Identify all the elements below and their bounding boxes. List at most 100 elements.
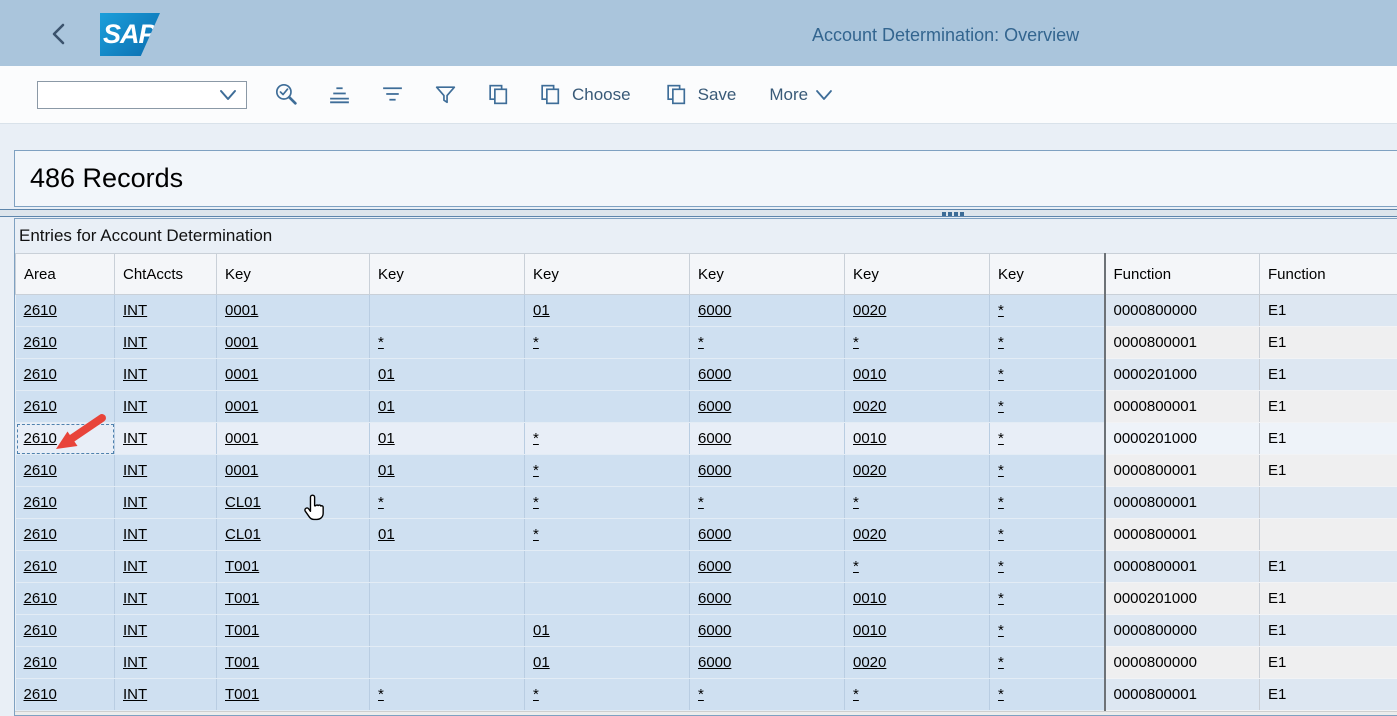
- key-cell[interactable]: 2610: [15, 614, 115, 647]
- key-cell[interactable]: 0001: [216, 454, 370, 487]
- key-cell[interactable]: 2610: [15, 646, 115, 679]
- key-cell[interactable]: 2610: [15, 518, 115, 551]
- cell-link[interactable]: 01: [378, 462, 395, 479]
- cell-link[interactable]: *: [533, 686, 539, 703]
- cell-link[interactable]: 01: [533, 302, 550, 319]
- cell-link[interactable]: 2610: [23, 366, 57, 383]
- key-cell[interactable]: [369, 294, 525, 327]
- key-cell[interactable]: *: [989, 326, 1105, 359]
- function-cell[interactable]: 0000201000: [1103, 582, 1260, 615]
- cell-link[interactable]: 2610: [23, 334, 57, 351]
- splitter-handle-icon[interactable]: [942, 212, 964, 216]
- key-cell[interactable]: *: [689, 678, 845, 711]
- function-cell[interactable]: 0000800001: [1103, 518, 1260, 551]
- key-cell[interactable]: INT: [114, 486, 217, 519]
- key-cell[interactable]: *: [989, 294, 1105, 327]
- function-cell[interactable]: E1: [1259, 678, 1397, 711]
- cell-link[interactable]: 2610: [23, 558, 57, 575]
- cell-link[interactable]: INT: [123, 558, 148, 575]
- function-cell[interactable]: [1259, 518, 1397, 551]
- key-cell[interactable]: [524, 390, 690, 423]
- key-cell[interactable]: T001: [216, 582, 370, 615]
- cell-link[interactable]: 2610: [23, 686, 57, 703]
- cell-link[interactable]: *: [998, 526, 1004, 543]
- cell-link[interactable]: 0020: [853, 302, 887, 319]
- key-cell[interactable]: *: [989, 614, 1105, 647]
- cell-link[interactable]: INT: [123, 654, 148, 671]
- key-cell[interactable]: *: [524, 486, 690, 519]
- key-cell[interactable]: 0001: [216, 422, 370, 455]
- cell-link[interactable]: *: [533, 526, 539, 543]
- column-header[interactable]: Function: [1103, 253, 1260, 295]
- cell-link[interactable]: 2610: [23, 590, 57, 607]
- key-cell[interactable]: *: [989, 582, 1105, 615]
- sort-descending-button[interactable]: [379, 82, 405, 108]
- cell-link[interactable]: 6000: [698, 526, 732, 543]
- key-cell[interactable]: 6000: [689, 614, 845, 647]
- key-cell[interactable]: *: [369, 678, 525, 711]
- key-cell[interactable]: 0010: [844, 422, 990, 455]
- cell-link[interactable]: 6000: [698, 302, 732, 319]
- key-cell[interactable]: *: [989, 486, 1105, 519]
- key-cell[interactable]: INT: [114, 550, 217, 583]
- cell-link[interactable]: *: [698, 494, 704, 511]
- cell-link[interactable]: INT: [123, 494, 148, 511]
- cell-link[interactable]: T001: [225, 622, 260, 639]
- cell-link[interactable]: 2610: [23, 398, 57, 415]
- key-cell[interactable]: *: [989, 550, 1105, 583]
- key-cell[interactable]: INT: [114, 678, 217, 711]
- cell-link[interactable]: 6000: [698, 622, 732, 639]
- key-cell[interactable]: INT: [114, 422, 217, 455]
- cell-link[interactable]: T001: [225, 654, 260, 671]
- column-header[interactable]: Key: [216, 253, 370, 295]
- cell-link[interactable]: 6000: [698, 654, 732, 671]
- key-cell[interactable]: 01: [524, 294, 690, 327]
- function-cell[interactable]: E1: [1259, 454, 1397, 487]
- key-cell[interactable]: 2610: [15, 294, 115, 327]
- key-cell[interactable]: 2610: [15, 486, 115, 519]
- cell-link[interactable]: 6000: [698, 398, 732, 415]
- cell-link[interactable]: 0010: [853, 622, 887, 639]
- cell-link[interactable]: 6000: [698, 590, 732, 607]
- cell-link[interactable]: *: [533, 334, 539, 351]
- key-cell[interactable]: [369, 646, 525, 679]
- key-cell[interactable]: CL01: [216, 486, 370, 519]
- cell-link[interactable]: 0001: [225, 398, 259, 415]
- command-combobox[interactable]: [37, 80, 247, 109]
- column-header[interactable]: Key: [989, 253, 1105, 295]
- key-cell[interactable]: T001: [216, 614, 370, 647]
- cell-link[interactable]: 01: [533, 622, 550, 639]
- key-cell[interactable]: [369, 582, 525, 615]
- key-cell[interactable]: [524, 358, 690, 391]
- cell-link[interactable]: *: [853, 334, 859, 351]
- key-cell[interactable]: [369, 614, 525, 647]
- filter-button[interactable]: [432, 82, 458, 108]
- key-cell[interactable]: INT: [114, 294, 217, 327]
- key-cell[interactable]: *: [524, 678, 690, 711]
- key-cell[interactable]: *: [844, 486, 990, 519]
- key-cell[interactable]: 01: [524, 614, 690, 647]
- cell-link[interactable]: 6000: [698, 462, 732, 479]
- key-cell[interactable]: *: [844, 550, 990, 583]
- cell-link[interactable]: *: [998, 398, 1004, 415]
- key-cell[interactable]: *: [524, 454, 690, 487]
- key-cell[interactable]: 0001: [216, 326, 370, 359]
- cell-link[interactable]: 2610: [23, 494, 57, 511]
- key-cell[interactable]: *: [844, 678, 990, 711]
- column-header[interactable]: Area: [15, 253, 115, 295]
- function-cell[interactable]: 0000800000: [1103, 646, 1260, 679]
- column-header[interactable]: Function: [1259, 253, 1397, 295]
- key-cell[interactable]: *: [989, 358, 1105, 391]
- key-cell[interactable]: *: [689, 486, 845, 519]
- cell-link[interactable]: *: [533, 494, 539, 511]
- key-cell[interactable]: 6000: [689, 646, 845, 679]
- cell-link[interactable]: *: [998, 366, 1004, 383]
- key-cell[interactable]: INT: [114, 518, 217, 551]
- function-cell[interactable]: 0000201000: [1103, 358, 1260, 391]
- key-cell[interactable]: *: [689, 326, 845, 359]
- key-cell[interactable]: INT: [114, 646, 217, 679]
- key-cell[interactable]: 2610: [15, 454, 115, 487]
- key-cell[interactable]: [524, 582, 690, 615]
- cell-link[interactable]: *: [998, 462, 1004, 479]
- function-cell[interactable]: 0000800001: [1103, 550, 1260, 583]
